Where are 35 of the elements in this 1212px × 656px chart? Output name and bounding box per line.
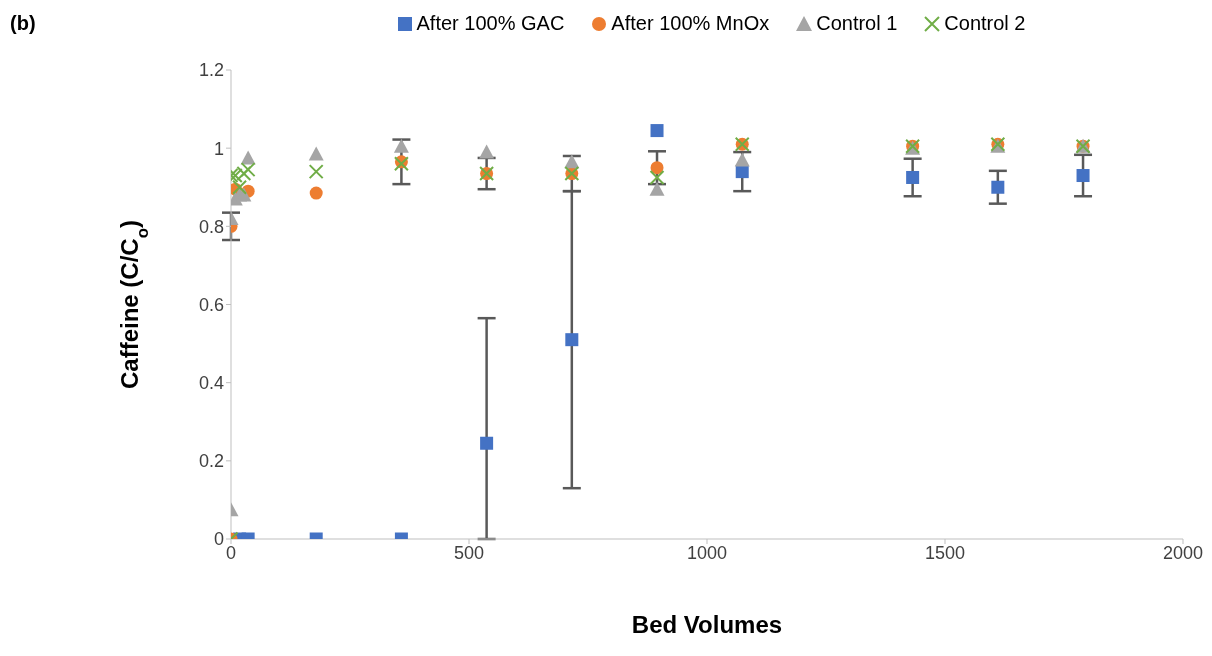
- x-tick-label: 2000: [1162, 542, 1204, 563]
- y-tick-label: 0.4: [198, 373, 224, 394]
- point: [649, 181, 665, 196]
- point: [308, 164, 324, 180]
- point: [650, 161, 664, 175]
- point: [906, 170, 920, 184]
- legend-label: Control 1: [815, 12, 898, 35]
- point: [991, 180, 1005, 194]
- point: [649, 169, 665, 185]
- y-tick-label: 0.6: [198, 294, 224, 315]
- legend-label: After 100% MnOx: [610, 12, 770, 35]
- point: [1076, 169, 1090, 183]
- y-tick-label: 1.2: [198, 60, 224, 81]
- point: [308, 146, 324, 161]
- point: [232, 179, 248, 195]
- point: [393, 138, 409, 153]
- x-tick-label: 1000: [686, 542, 728, 563]
- x-axis-title: Bed Volumes: [631, 611, 783, 638]
- y-tick-label: 0.8: [198, 216, 224, 237]
- legend-label: After 100% GAC: [415, 12, 565, 35]
- point: [309, 186, 323, 200]
- point: [735, 165, 749, 179]
- legend-label: Control 2: [943, 12, 1026, 35]
- text: (b): [10, 12, 36, 35]
- x-tick-label: 1500: [924, 542, 966, 563]
- point: [650, 124, 664, 138]
- point: [565, 333, 579, 347]
- point: [479, 144, 495, 159]
- y-tick-label: 0: [213, 529, 224, 550]
- y-tick-label: 0.2: [198, 451, 224, 472]
- y-tick-label: 1: [213, 138, 224, 159]
- point: [240, 162, 256, 178]
- x-tick-label: 500: [453, 542, 485, 563]
- point: [240, 150, 256, 165]
- point: [734, 152, 750, 167]
